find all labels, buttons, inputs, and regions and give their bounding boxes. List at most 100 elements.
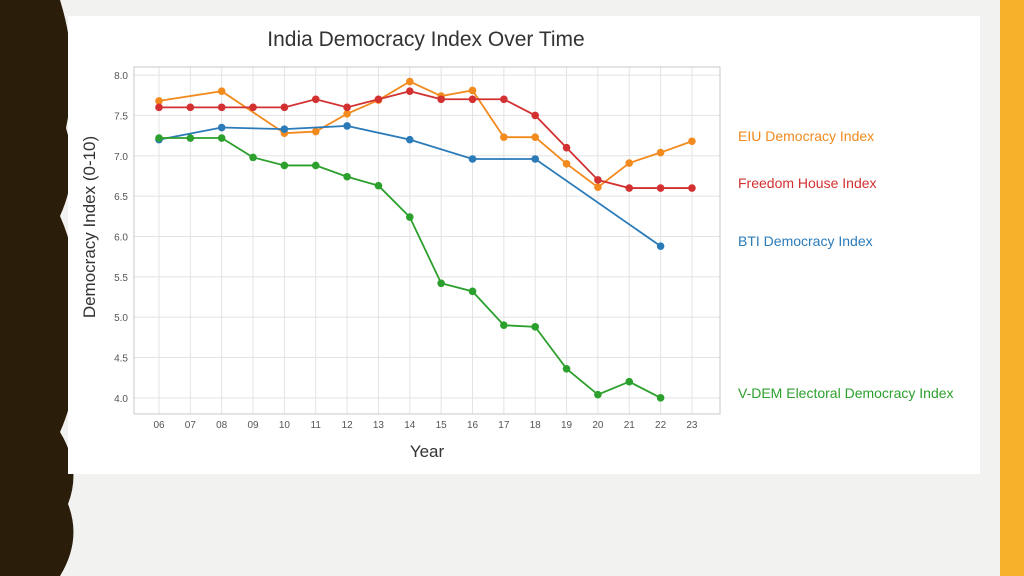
freedom-house-data-point — [500, 95, 508, 104]
freedom-house-data-point — [406, 87, 414, 96]
vdem-data-point — [531, 323, 539, 331]
x-tick-label: 07 — [185, 420, 197, 431]
x-axis-label: Year — [410, 442, 445, 461]
eiu-data-point — [594, 183, 602, 192]
bti-data-point — [531, 155, 539, 163]
x-tick-label: 20 — [592, 420, 604, 431]
eiu-data-point — [625, 159, 634, 167]
x-tick-label: 14 — [404, 420, 416, 431]
y-tick-label: 5.0 — [114, 313, 128, 324]
freedom-house-data-point — [594, 176, 602, 184]
vdem-data-point — [562, 365, 571, 373]
series-layer — [155, 77, 696, 402]
bti-data-point — [656, 242, 665, 250]
chart-title: India Democracy Index Over Time — [267, 28, 584, 51]
x-tick-label: 16 — [467, 420, 479, 431]
bti-data-point — [217, 123, 226, 132]
plot-frame — [133, 66, 721, 415]
y-tick-label: 6.5 — [114, 192, 128, 203]
vdem-data-point — [500, 321, 508, 330]
x-tick-label: 18 — [530, 420, 542, 431]
freedom-house-data-point — [343, 103, 351, 112]
freedom-house-data-point — [625, 184, 634, 192]
vdem-data-point — [155, 134, 163, 142]
x-tick-label: 21 — [624, 420, 636, 431]
vdem-data-point — [311, 161, 320, 170]
chart-card: India Democracy Index Over Time Democrac… — [68, 16, 980, 474]
y-tick-label: 4.5 — [114, 354, 128, 365]
eiu-data-point — [406, 77, 414, 86]
bti-data-point — [280, 125, 289, 133]
series-labels: EIU Democracy Index Freedom House Index BT… — [738, 128, 954, 401]
eiu-data-point — [468, 86, 477, 95]
freedom-house-data-point — [468, 95, 477, 104]
y-tick-label: 5.5 — [114, 273, 128, 284]
freedom-house-data-point — [155, 103, 163, 112]
bti-data-point — [343, 122, 351, 130]
vdem-data-point — [217, 134, 226, 142]
x-tick-label: 13 — [373, 420, 385, 431]
x-tick-label: 12 — [342, 420, 354, 431]
freedom-house-series-label: Freedom House Index — [738, 175, 877, 191]
eiu-data-point — [531, 133, 539, 142]
freedom-house-data-point — [249, 103, 257, 112]
freedom-house-data-point — [186, 103, 195, 112]
x-tick-label: 23 — [686, 420, 698, 431]
freedom-house-data-point — [656, 184, 665, 192]
y-tick-label: 7.5 — [114, 111, 128, 122]
vdem-data-point — [374, 181, 383, 190]
x-tick-label: 17 — [498, 420, 510, 431]
x-tick-label: 08 — [216, 420, 228, 431]
bti-data-point — [406, 135, 414, 144]
eiu-data-point — [688, 137, 696, 146]
x-tick-label: 22 — [655, 420, 667, 431]
y-tick-label: 4.0 — [114, 394, 128, 405]
vdem-data-point — [343, 172, 351, 181]
freedom-house-series-line — [159, 90, 692, 189]
freedom-house-data-point — [688, 184, 696, 192]
decorative-right-accent-bar — [1000, 0, 1024, 576]
x-tick-label: 19 — [561, 420, 573, 431]
vdem-data-point — [594, 390, 602, 399]
eiu-series-label: EIU Democracy Index — [738, 128, 874, 144]
eiu-data-point — [656, 148, 665, 157]
vdem-data-point — [249, 153, 257, 162]
y-tick-label: 8.0 — [114, 71, 128, 82]
x-tick-label: 11 — [311, 420, 322, 431]
bti-series-line — [158, 125, 662, 247]
freedom-house-data-point — [437, 95, 445, 104]
eiu-data-point — [343, 110, 351, 118]
vdem-data-point — [437, 279, 445, 288]
eiu-data-point — [155, 97, 163, 105]
eiu-data-point — [217, 87, 226, 96]
grid — [134, 67, 720, 414]
freedom-house-data-point — [280, 103, 289, 112]
eiu-series-line — [158, 80, 693, 189]
vdem-data-point — [186, 134, 195, 142]
x-tick-label: 06 — [153, 420, 165, 431]
x-tick-label: 15 — [436, 420, 448, 431]
y-tick-label: 7.0 — [114, 152, 128, 163]
y-tick-labels: 4.0 4.5 5.0 5.5 6.0 6.5 7.0 7.5 8.0 — [114, 71, 128, 405]
freedom-house-data-point — [374, 95, 383, 104]
x-tick-label: 09 — [247, 420, 259, 431]
decorative-wavy-sidebar — [0, 0, 76, 576]
eiu-data-point — [562, 160, 571, 168]
freedom-house-data-point — [217, 103, 226, 112]
eiu-data-point — [500, 133, 508, 142]
vdem-data-point — [406, 213, 414, 221]
bti-data-point — [468, 155, 477, 163]
bti-series-label: BTI Democracy Index — [738, 233, 873, 249]
freedom-house-data-point — [311, 95, 320, 104]
vdem-series-label: V-DEM Electoral Democracy Index — [738, 385, 954, 401]
x-tick-label: 10 — [279, 420, 291, 431]
vdem-data-point — [468, 287, 477, 296]
vdem-data-point — [280, 161, 289, 170]
x-tick-labels: 06 07 08 09 10 11 12 13 14 15 16 17 18 19 20 21 22 23 — [153, 420, 698, 431]
vdem-data-point — [625, 377, 634, 386]
freedom-house-data-point — [562, 143, 571, 152]
eiu-data-point — [311, 127, 320, 136]
vdem-data-point — [656, 394, 665, 402]
y-tick-label: 6.0 — [114, 232, 128, 243]
freedom-house-data-point — [531, 111, 539, 120]
